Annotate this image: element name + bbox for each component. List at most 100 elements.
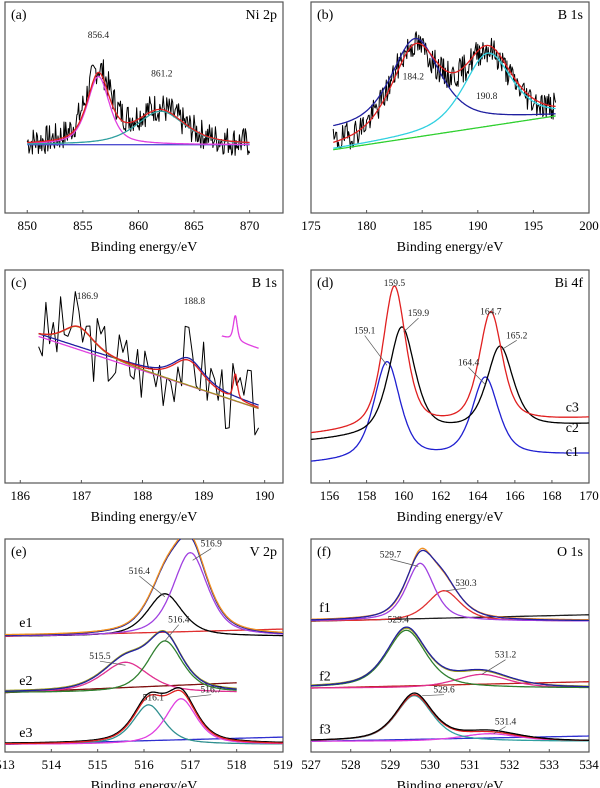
x-tick-label: 164 [468,488,488,503]
x-tick-label: 527 [301,757,321,772]
trace-f1-raw [311,549,589,622]
x-tick-label: 185 [412,218,432,233]
peak-label: 516.9 [200,540,222,550]
trace-raw [26,59,251,156]
x-axis-title: Binding energy/eV [397,779,504,788]
peak-label: 165.2 [506,331,528,341]
peak-label: 190.8 [476,92,498,102]
series-label: c1 [566,445,579,460]
x-tick-label: 188 [133,488,153,503]
trace-peak-856.4 [27,75,250,146]
x-axis-title: Binding energy/eV [397,240,504,255]
peak-label: 188.8 [184,297,206,307]
peak-label: 531.4 [495,718,517,728]
x-tick-label: 530 [420,757,440,772]
trace-e2-envelope [5,630,237,692]
x-tick-label: 200 [579,218,599,233]
annotation-leader [364,335,388,366]
traces [332,31,557,151]
x-tick-label: 519 [273,757,293,772]
trace-peak-189.5 [221,315,260,349]
trace-envelope [38,325,259,408]
series-label: e3 [19,726,32,741]
x-tick-label: 514 [42,757,62,772]
x-tick-label: 168 [542,488,562,503]
trace-c3 [311,285,589,434]
panel-d: 156 158 160 162 164 166 168 170 Binding energy/e… [310,269,599,525]
trace-f3-raw [311,692,589,741]
x-tick-label: 180 [357,218,377,233]
trace-e3-raw [5,687,283,744]
peak-label: 159.1 [354,327,376,337]
panel-title: B 1s [558,8,583,23]
trace-f2-peak-529.4 [311,629,589,689]
x-tick-label: 170 [579,488,599,503]
series-label: f3 [319,723,331,738]
annotation-leader [445,587,466,592]
peak-label: 516.4 [129,567,151,577]
x-tick-label: 855 [73,218,93,233]
trace-f3-peak-531.4 [311,733,589,742]
x-tick-label: 160 [394,488,414,503]
traces [311,547,589,743]
peak-label: 531.2 [495,651,517,661]
panel-a: 850 855 860 865 870 Binding energy/eV (a) Ni 2p… [4,1,284,255]
traces [26,59,251,156]
annotation-leader [187,694,212,698]
peak-label: 184.2 [403,72,425,82]
x-tick-label: 186 [11,488,31,503]
plot-frame [4,1,284,214]
annotation-leader [422,694,445,697]
trace-e2-peak-515.5 [5,661,237,693]
peak-label: 164.4 [458,358,480,368]
panel-tag: (f) [317,545,331,560]
panel-tag: (a) [11,8,27,23]
traces [311,285,589,462]
annotation-leader [501,340,517,350]
panel-b: 175 180 185 190 195 200 Binding energy/eV (b) B … [301,1,599,255]
trace-f2-peak-531.2 [311,673,589,689]
annotation-leader [139,575,166,598]
trace-f1-envelope [311,547,589,621]
x-tick-label: 865 [184,218,204,233]
x-tick-label: 158 [357,488,377,503]
trace-f3-peak-529.6 [311,695,589,742]
x-tick-label: 513 [0,757,15,772]
trace-peak-190.8 [333,52,556,149]
panel-tag: (e) [11,545,27,560]
plot-frame [310,538,590,753]
x-tick-label: 175 [301,218,321,233]
trace-c2 [311,326,589,441]
annotation-leader [493,726,506,735]
traces [38,291,260,436]
x-axis-title: Binding energy/eV [397,510,504,525]
peak-label: 164.7 [480,308,502,318]
plot-frame [4,269,284,484]
trace-envelope [333,42,556,143]
peak-label: 529.4 [388,616,410,626]
series-label: e1 [19,616,32,631]
series-label: f2 [319,669,331,684]
x-axis-title: Binding energy/eV [91,779,198,788]
x-tick-label: 515 [88,757,108,772]
peak-label: 861.2 [151,69,173,79]
x-tick-label: 189 [194,488,214,503]
x-tick-label: 517 [181,757,201,772]
x-tick-label: 156 [320,488,340,503]
annotation-leader [164,624,180,642]
x-tick-label: 534 [579,757,599,772]
panel-tag: (c) [11,276,27,291]
panel-c: 186 187 188 189 190 Binding energy/eV (c) B 1s 1… [4,269,284,525]
trace-e2-peak-516.4 [5,640,237,693]
x-tick-label: 531 [460,757,480,772]
panel-tag: (d) [317,276,334,291]
peak-label: 529.7 [380,550,402,560]
x-tick-label: 162 [431,488,451,503]
peak-label: 516.1 [143,693,165,703]
trace-raw [332,31,557,150]
peak-label: 530.3 [455,579,477,589]
x-tick-label: 518 [227,757,247,772]
traces [5,539,283,746]
